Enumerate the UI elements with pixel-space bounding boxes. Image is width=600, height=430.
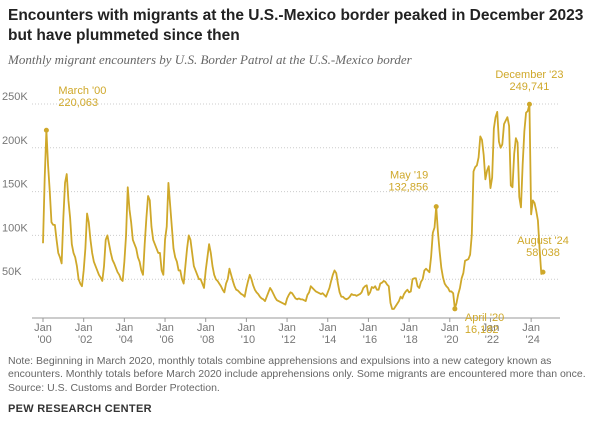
x-tick-label-part: Jan: [75, 322, 93, 334]
annotation-dot: [452, 306, 458, 312]
x-tick-label: Jan '06: [156, 322, 174, 346]
chart-title: Encounters with migrants at the U.S.-Mex…: [8, 7, 584, 44]
x-tick-label: Jan '08: [197, 322, 215, 346]
x-tick-label-part: '12: [278, 334, 295, 346]
x-tick-label-part: '14: [319, 334, 336, 346]
y-tick-label: 100K: [2, 222, 28, 234]
x-tick-label-part: Jan: [482, 322, 500, 334]
x-tick-label-part: Jan: [156, 322, 174, 334]
annotation-dot: [433, 204, 439, 210]
x-tick-label-part: '02: [75, 334, 92, 346]
chart-subtitle: Monthly migrant encounters by U.S. Borde…: [8, 52, 412, 67]
footer: PEW RESEARCH CENTER: [8, 403, 152, 415]
x-tick-label-part: '00: [34, 334, 51, 346]
x-tick-label-part: '06: [156, 334, 173, 346]
x-tick-label-part: '18: [400, 334, 417, 346]
annotation-value: 132,856: [388, 182, 428, 194]
x-tick-label-part: '10: [238, 334, 255, 346]
x-tick-label-part: '08: [197, 334, 214, 346]
annotation-dot: [43, 127, 49, 133]
annotation-dot: [526, 101, 532, 107]
series-line: [42, 103, 544, 310]
x-tick-label-part: '20: [441, 334, 458, 346]
x-tick-label-part: Jan: [115, 322, 133, 334]
x-tick-label: Jan '14: [319, 322, 337, 346]
x-tick-label: Jan '04: [115, 322, 133, 346]
x-tick-label: Jan '10: [238, 322, 256, 346]
y-tick-label: 200K: [2, 135, 28, 147]
x-tick-label-part: '22: [482, 334, 499, 346]
x-tick-label: Jan '18: [400, 322, 418, 346]
x-tick-label-part: Jan: [400, 322, 418, 334]
annotation-value: 249,741: [510, 81, 550, 93]
x-tick-label: Jan '24: [522, 322, 540, 346]
annotation-value: 58,038: [526, 247, 560, 259]
x-tick-label-part: Jan: [238, 322, 256, 334]
x-tick-label-part: Jan: [319, 322, 337, 334]
annotation-value: 16,182: [465, 324, 499, 336]
annotation-date: December '23: [495, 69, 563, 81]
annotation-date: August '24: [517, 235, 569, 247]
x-tick-label: Jan '02: [75, 322, 93, 346]
y-tick-label: 150K: [2, 179, 28, 191]
x-tick-label-part: Jan: [441, 322, 459, 334]
annotation-dot: [540, 269, 546, 275]
x-tick-label-part: '24: [522, 334, 539, 346]
x-tick-label: Jan '12: [278, 322, 296, 346]
x-tick-label-part: Jan: [278, 322, 296, 334]
note: Note: Beginning in March 2020, monthly t…: [8, 355, 586, 380]
annotation-value: 220,063: [58, 97, 98, 109]
x-tick-label: Jan '16: [360, 322, 378, 346]
x-tick-label-part: Jan: [197, 322, 215, 334]
y-tick-label: 50K: [2, 266, 22, 278]
y-tick-label: 250K: [2, 91, 28, 103]
source: Source: U.S. Customs and Border Protecti…: [8, 382, 220, 394]
x-tick-label-part: Jan: [360, 322, 378, 334]
x-tick-label: Jan '22: [482, 322, 500, 346]
annotation-date: April '20: [465, 312, 504, 324]
x-tick-label: Jan '20: [441, 322, 459, 346]
x-tick-label-part: '16: [360, 334, 377, 346]
x-tick-label-part: Jan: [522, 322, 540, 334]
x-tick-label: Jan '00: [34, 322, 52, 346]
x-tick-label-part: Jan: [34, 322, 52, 334]
x-tick-label-part: '04: [116, 334, 133, 346]
annotation-date: May '19: [390, 170, 428, 182]
annotation-date: March '00: [58, 85, 106, 97]
